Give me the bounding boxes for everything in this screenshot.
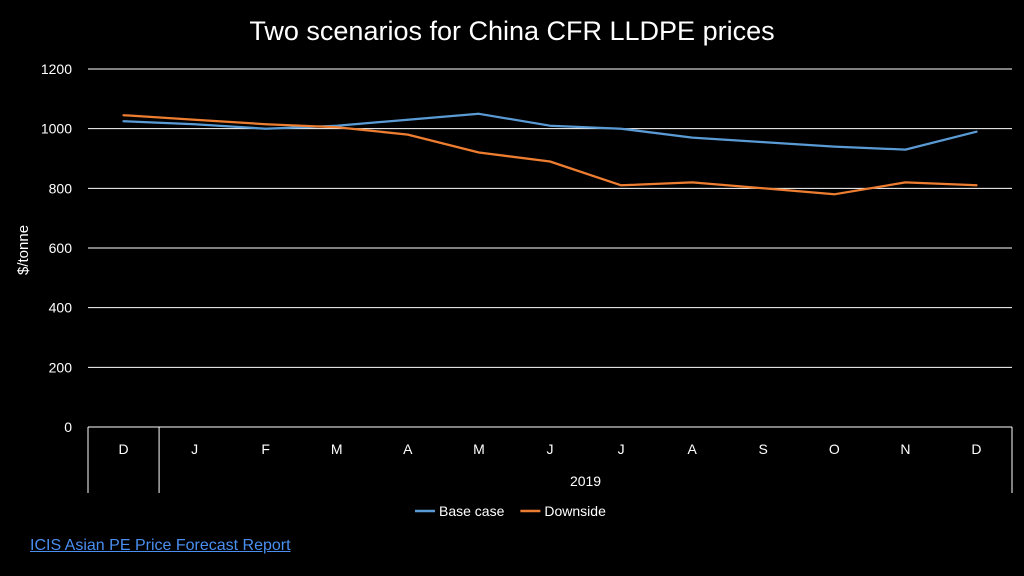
gridlines <box>88 68 1012 368</box>
x-tick-label: O <box>829 441 840 457</box>
y-tick-label: 400 <box>49 300 73 316</box>
y-axis-tick-labels: 0 200 400 600 800 1000 1200 <box>41 61 72 435</box>
source-report-link[interactable]: ICIS Asian PE Price Forecast Report <box>30 537 291 554</box>
x-tick-label: M <box>473 441 485 457</box>
x-tick-label: D <box>118 441 128 457</box>
x-tick-label: J <box>547 441 554 457</box>
x-tick-label: J <box>191 441 198 457</box>
x-axis: 2019 D J F M A M J J A S O N D <box>87 426 1013 493</box>
y-axis-title: $/tonne <box>15 225 32 275</box>
x-tick-label: A <box>403 441 413 457</box>
x-group-label: 2019 <box>570 473 601 489</box>
legend: Base case Downside <box>415 503 606 519</box>
x-tick-label: M <box>331 441 343 457</box>
series-line-base-case <box>122 112 978 151</box>
y-tick-label: 0 <box>64 419 72 435</box>
x-tick-label: S <box>759 441 768 457</box>
y-tick-label: 1200 <box>41 61 72 77</box>
x-tick-label: A <box>687 441 697 457</box>
x-tick-label: D <box>971 441 981 457</box>
y-tick-label: 800 <box>49 180 73 196</box>
series-lines <box>122 112 978 196</box>
legend-label-downside: Downside <box>544 503 606 519</box>
y-tick-label: 1000 <box>41 121 72 137</box>
x-tick-label: N <box>900 441 910 457</box>
y-tick-label: 200 <box>49 359 73 375</box>
legend-label-base-case: Base case <box>439 503 505 519</box>
chart-title: Two scenarios for China CFR LLDPE prices <box>249 16 775 46</box>
x-tick-label: F <box>261 441 270 457</box>
y-tick-label: 600 <box>49 240 73 256</box>
x-tick-label: J <box>618 441 625 457</box>
